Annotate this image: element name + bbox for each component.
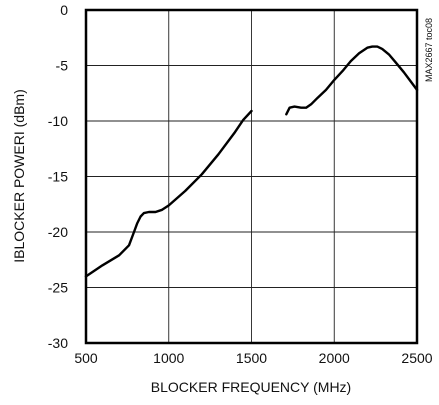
figure-code-label: MAX2667 toc08	[424, 18, 434, 82]
y-tick-label: -10	[48, 113, 68, 129]
x-axis-title: BLOCKER FREQUENCY (MHz)	[151, 379, 351, 395]
series-group	[84, 45, 419, 278]
x-tick-label: 1500	[236, 350, 267, 366]
data-curve-segment	[84, 109, 253, 278]
y-tick-label: -30	[48, 335, 68, 351]
y-tick-label: 0	[60, 2, 68, 18]
data-curve-segment	[285, 45, 419, 116]
x-tick-label: 1000	[153, 350, 184, 366]
y-tick-label: -20	[48, 224, 68, 240]
x-tick-labels: 500 1000 1500 2000 2500	[74, 350, 432, 366]
y-tick-label: -5	[56, 58, 69, 74]
plot-frame	[84, 8, 419, 345]
y-tick-label: -15	[48, 169, 68, 185]
x-tick-label: 500	[74, 350, 98, 366]
x-tick-label: 2500	[401, 350, 432, 366]
y-tick-label: -25	[48, 280, 68, 296]
y-tick-labels: 0 -5 -10 -15 -20 -25 -30	[48, 2, 68, 351]
grid	[86, 10, 417, 343]
y-axis-title: IBLOCKER POWERI (dBm)	[11, 89, 27, 262]
x-tick-label: 2000	[319, 350, 350, 366]
